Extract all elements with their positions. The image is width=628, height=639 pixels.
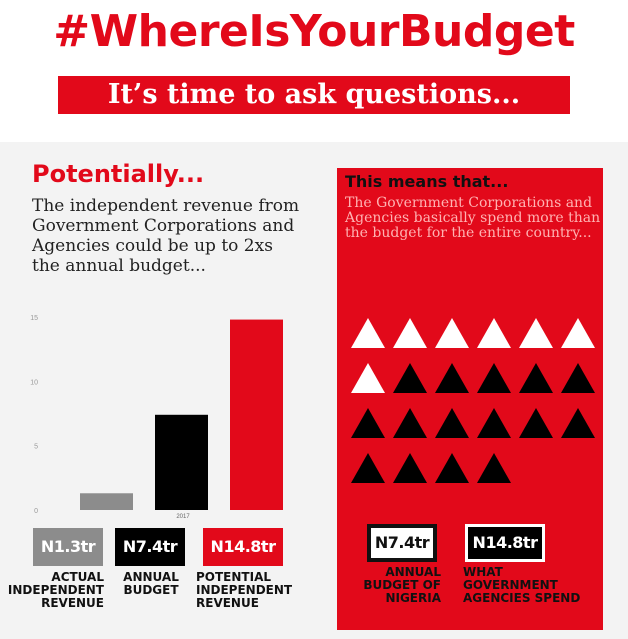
triangle-icon [477, 453, 511, 483]
triangle-grid [351, 318, 595, 483]
triangle-icon [477, 363, 511, 393]
bar-value-label: N7.4tr [115, 528, 185, 566]
triangle-icon [435, 453, 469, 483]
right-panel: This means that... The Government Corpor… [337, 168, 603, 630]
budget-box-caption: ANNUAL BUDGET OF NIGERIA [363, 565, 441, 605]
y-tick-label: 5 [34, 444, 38, 451]
category-label: ANNUAL BUDGET [123, 570, 179, 597]
triangle-icon [519, 318, 553, 348]
triangle-icon [393, 363, 427, 393]
agencies-box: N14.8tr [465, 524, 545, 562]
header: #WhereIsYourBudget It’s time to ask ques… [0, 0, 628, 142]
triangle-icon [477, 408, 511, 438]
triangle-icon [393, 453, 427, 483]
left-heading: Potentially... [32, 160, 205, 188]
triangle-icon [393, 318, 427, 348]
right-heading: This means that... [345, 172, 509, 191]
budget-bar-chart: 0 5 10 15 2017 [30, 315, 283, 520]
triangle-icon [351, 453, 385, 483]
agencies-box-caption: WHAT GOVERNMENT AGENCIES SPEND [463, 565, 581, 605]
x-tick-label: 2017 [176, 514, 190, 520]
category-label: POTENTIAL INDEPENDENT REVENUE [196, 570, 293, 610]
budget-box: N7.4tr [367, 524, 437, 562]
triangle-icon [351, 318, 385, 348]
triangle-icon [561, 363, 595, 393]
triangle-icon [351, 363, 385, 393]
triangle-icon [519, 408, 553, 438]
triangle-icon [435, 318, 469, 348]
bar [80, 493, 133, 510]
right-body-text: The Government Corporations and Agencies… [345, 195, 601, 241]
y-tick-label: 10 [30, 379, 38, 386]
triangle-icon [477, 318, 511, 348]
triangle-icon [561, 318, 595, 348]
triangle-icon [393, 408, 427, 438]
subtitle-banner: It’s time to ask questions... [58, 76, 570, 114]
hashtag-title: #WhereIsYourBudget [53, 6, 575, 57]
triangle-icon [519, 363, 553, 393]
left-body-text: The independent revenue from Government … [32, 196, 300, 276]
bar [155, 414, 208, 510]
bar-value-label: N1.3tr [33, 528, 103, 566]
bar [230, 319, 283, 510]
y-tick-label: 0 [34, 508, 38, 515]
y-tick-label: 15 [30, 315, 38, 322]
triangle-icon [561, 408, 595, 438]
triangle-icon [351, 408, 385, 438]
triangle-icon [435, 363, 469, 393]
triangle-icon [435, 408, 469, 438]
category-label: ACTUAL INDEPENDENT REVENUE [7, 570, 104, 610]
bar-value-label: N14.8tr [203, 528, 283, 566]
